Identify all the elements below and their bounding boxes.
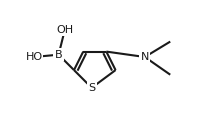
Text: B: B <box>55 50 62 60</box>
Text: S: S <box>88 83 95 93</box>
Text: HO: HO <box>25 52 43 62</box>
Text: OH: OH <box>56 25 73 35</box>
Text: N: N <box>141 52 149 62</box>
